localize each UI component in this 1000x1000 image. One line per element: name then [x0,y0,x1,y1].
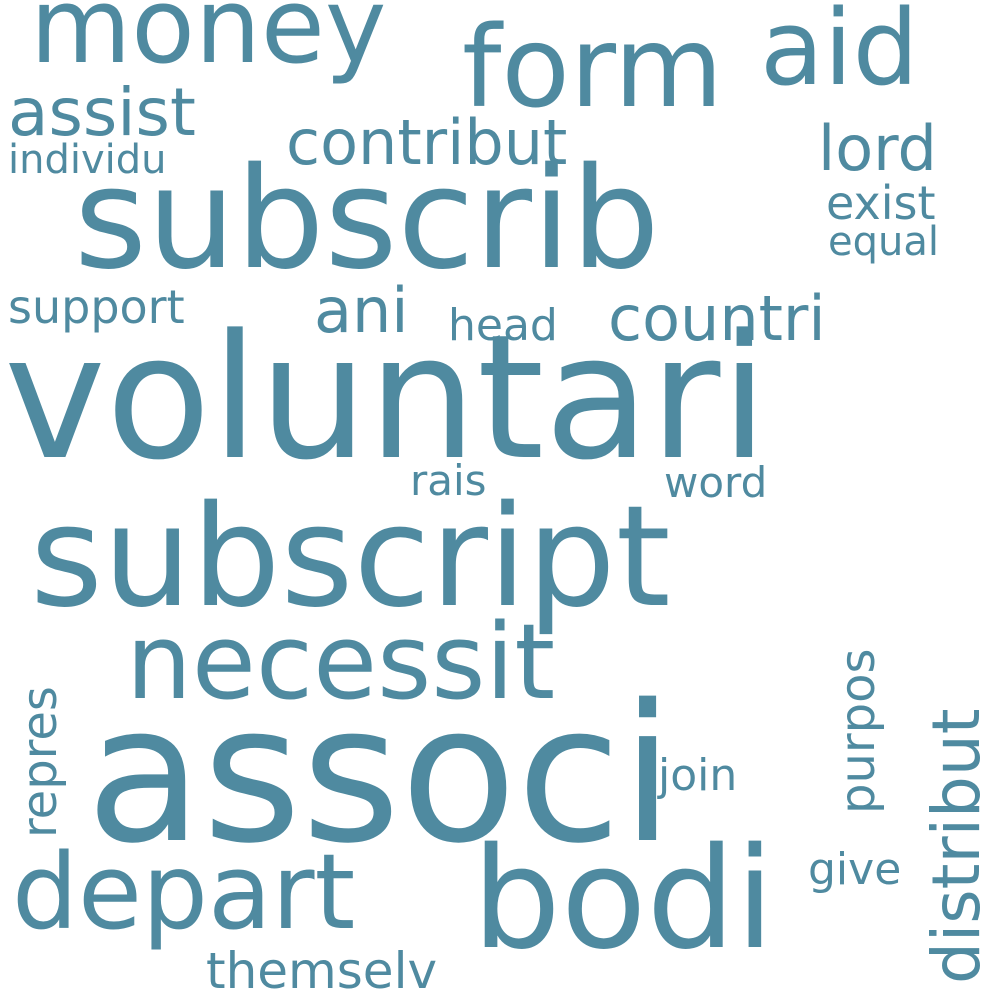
word-associ: associ [86,664,674,885]
word-contribut: contribut [286,106,568,179]
word-ani: ani [314,274,409,347]
word-distribut: distribut [918,708,995,984]
word-subscrib: subscrib [74,138,660,301]
word-necessit: necessit [126,601,556,723]
word-themselv: themselv [206,942,438,1000]
word-assist: assist [8,74,196,151]
word-lord: lord [818,112,937,185]
word-form: form [462,3,724,133]
word-bodi: bodi [472,818,775,981]
word-word: word [664,458,768,507]
word-aid: aid [760,0,919,109]
word-join: join [658,750,738,801]
word-give: give [808,844,902,895]
word-voluntari: voluntari [4,297,769,498]
word-countri: countri [608,282,826,355]
word-rais: rais [410,456,487,505]
word-purpos: purpos [830,648,886,814]
word-exist: exist [826,176,936,230]
word-money: money [30,0,387,87]
word-equal: equal [828,219,939,265]
word-depart: depart [12,831,356,953]
word-support: support [8,280,185,334]
word-repres: repres [12,686,68,838]
word-subscript: subscript [30,476,671,639]
word-head: head [448,300,558,351]
word-individu: individu [8,137,167,183]
